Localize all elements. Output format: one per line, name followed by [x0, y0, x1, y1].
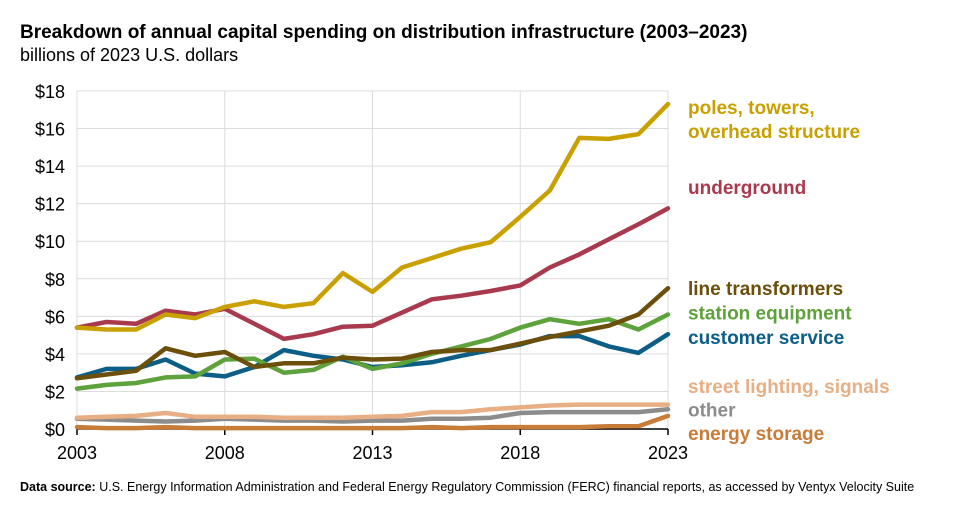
series-label: station equipment: [688, 304, 852, 325]
series-label: energy storage: [688, 424, 824, 445]
y-tick-label: $4: [45, 345, 65, 365]
series-label-line: energy storage: [688, 424, 824, 445]
series-label: customer service: [688, 328, 844, 349]
x-tick-label: 2008: [205, 443, 245, 463]
series-line-other: [74, 407, 671, 424]
y-tick-label: $12: [35, 195, 65, 215]
y-tick-label: $14: [35, 157, 65, 177]
series-label-line: line transformers: [688, 279, 843, 300]
chart-title: Breakdown of annual capital spending on …: [20, 22, 748, 43]
series-label-line: other: [688, 400, 736, 421]
y-tick-label: $2: [45, 382, 65, 402]
series-label-line: station equipment: [688, 304, 852, 325]
series-line-street-lighting-signals: [74, 402, 671, 420]
series-label-line: customer service: [688, 328, 844, 349]
data-source-note: Data source: U.S. Energy Information Adm…: [20, 480, 950, 495]
series-line-poles-towers: [74, 101, 671, 332]
y-tick-label: $16: [35, 120, 65, 140]
series-line-underground: [74, 206, 671, 342]
y-tick-label: $0: [45, 420, 65, 440]
source-label: Data source:: [20, 480, 96, 494]
series-line-line-transformers: [74, 285, 671, 381]
series-label: line transformers: [688, 279, 843, 300]
y-tick-label: $18: [35, 82, 65, 102]
series-line-energy-storage: [74, 413, 671, 431]
series-label: street lighting, signals: [688, 377, 890, 398]
source-text: U.S. Energy Information Administration a…: [95, 480, 915, 494]
y-tick-label: $10: [35, 232, 65, 252]
series-label: underground: [688, 178, 806, 199]
chart-subtitle: billions of 2023 U.S. dollars: [20, 45, 239, 65]
series-label-line: street lighting, signals: [688, 377, 890, 398]
series-label-line: poles, towers,: [688, 98, 815, 119]
x-tick-label: 2013: [352, 443, 392, 463]
series-label-line: underground: [688, 178, 806, 199]
series-label: poles, towers, overhead structure: [688, 98, 860, 143]
series-line-station-equipment: [74, 312, 671, 391]
series-label: other: [688, 400, 736, 421]
x-tick-label: 2003: [57, 443, 97, 463]
series-label-line: overhead structure: [688, 122, 860, 143]
y-tick-label: $6: [45, 307, 65, 327]
x-tick-label: 2018: [500, 443, 540, 463]
y-tick-label: $8: [45, 270, 65, 290]
x-tick-label: 2023: [648, 443, 688, 463]
